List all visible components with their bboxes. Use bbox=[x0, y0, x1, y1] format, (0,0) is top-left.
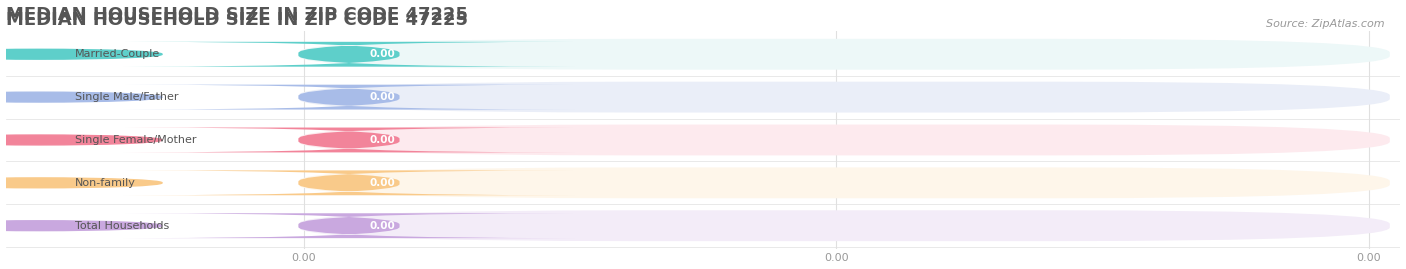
Text: MEDIAN HOUSEHOLD SIZE IN ZIP CODE 47225: MEDIAN HOUSEHOLD SIZE IN ZIP CODE 47225 bbox=[6, 10, 468, 29]
Text: MEDIAN HOUSEHOLD SIZE IN ZIP CODE 47225: MEDIAN HOUSEHOLD SIZE IN ZIP CODE 47225 bbox=[6, 6, 468, 24]
FancyBboxPatch shape bbox=[122, 128, 575, 153]
Text: Single Female/Mother: Single Female/Mother bbox=[75, 135, 197, 145]
FancyBboxPatch shape bbox=[298, 39, 1389, 70]
FancyBboxPatch shape bbox=[21, 214, 304, 238]
Text: Single Male/Father: Single Male/Father bbox=[75, 92, 179, 102]
Circle shape bbox=[0, 178, 162, 188]
FancyBboxPatch shape bbox=[21, 128, 304, 152]
FancyBboxPatch shape bbox=[122, 85, 575, 109]
Text: 0.00: 0.00 bbox=[370, 49, 395, 59]
FancyBboxPatch shape bbox=[298, 210, 1389, 241]
FancyBboxPatch shape bbox=[21, 85, 304, 109]
FancyBboxPatch shape bbox=[122, 42, 575, 67]
Circle shape bbox=[0, 221, 162, 231]
Text: Non-family: Non-family bbox=[75, 178, 135, 188]
Circle shape bbox=[0, 49, 162, 59]
FancyBboxPatch shape bbox=[122, 170, 575, 195]
Text: Source: ZipAtlas.com: Source: ZipAtlas.com bbox=[1267, 19, 1385, 29]
FancyBboxPatch shape bbox=[21, 42, 304, 66]
Text: Married-Couple: Married-Couple bbox=[75, 49, 160, 59]
Text: 0.00: 0.00 bbox=[370, 221, 395, 231]
FancyBboxPatch shape bbox=[21, 171, 304, 195]
Text: 0.00: 0.00 bbox=[370, 135, 395, 145]
FancyBboxPatch shape bbox=[298, 125, 1389, 155]
Text: Total Households: Total Households bbox=[75, 221, 169, 231]
Text: 0.00: 0.00 bbox=[370, 178, 395, 188]
Circle shape bbox=[0, 92, 162, 102]
Text: 0.00: 0.00 bbox=[370, 92, 395, 102]
FancyBboxPatch shape bbox=[298, 167, 1389, 198]
Circle shape bbox=[0, 135, 162, 145]
FancyBboxPatch shape bbox=[122, 213, 575, 238]
FancyBboxPatch shape bbox=[298, 82, 1389, 112]
